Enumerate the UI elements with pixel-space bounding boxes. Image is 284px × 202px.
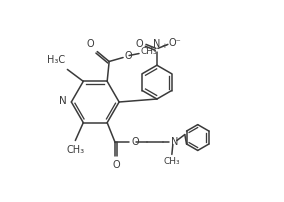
Text: O: O [131,138,139,147]
Text: O: O [124,50,132,61]
Text: N: N [171,138,178,147]
Text: CH₃: CH₃ [164,157,180,166]
Text: O: O [135,39,143,49]
Text: O: O [112,160,120,170]
Text: O: O [87,39,94,48]
Text: CH₃: CH₃ [140,47,157,56]
Text: +: + [161,43,167,49]
Text: O⁻: O⁻ [169,38,181,48]
Text: CH₃: CH₃ [66,145,84,156]
Text: N: N [59,96,66,106]
Text: N: N [153,39,161,49]
Text: H₃C: H₃C [47,56,65,65]
